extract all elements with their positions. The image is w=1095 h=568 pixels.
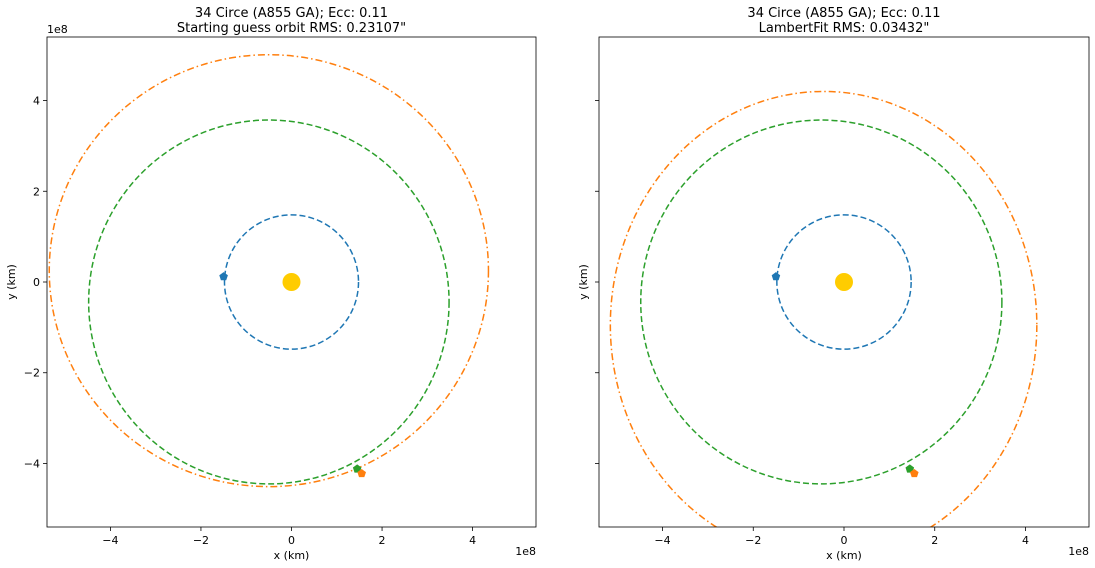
chart-title: 34 Circe (A855 GA); Ecc: 0.11 [195, 6, 388, 21]
orbit-line-3 [609, 90, 1038, 527]
y-offset-label: 1e8 [47, 23, 68, 36]
x-tick-label: −4 [654, 534, 670, 547]
y-tick-label: 2 [33, 185, 40, 198]
x-tick-label: 4 [1022, 534, 1029, 547]
y-tick-label: 4 [33, 95, 40, 108]
body-marker-1 [219, 272, 228, 281]
plot-area [48, 53, 490, 488]
x-tick-label: 0 [288, 534, 295, 547]
sun-marker [282, 273, 301, 291]
y-tick-label: −2 [24, 367, 40, 380]
body-marker-1 [771, 272, 781, 281]
chart-subtitle: Starting guess orbit RMS: 0.23107" [177, 21, 406, 36]
x-offset-label: 1e8 [515, 545, 536, 558]
body-marker-3 [357, 469, 366, 478]
x-axis-label: x (km) [826, 549, 862, 562]
sun-marker [835, 273, 853, 291]
plot-area [609, 90, 1038, 527]
x-offset-label: 1e8 [1068, 545, 1089, 558]
orbit-line-1 [776, 214, 912, 350]
body-marker-3 [910, 469, 919, 478]
orbit-line-3 [48, 53, 490, 488]
x-tick-label: 2 [379, 534, 386, 547]
x-axis-label: x (km) [274, 549, 310, 562]
orbit-line-2 [87, 119, 450, 485]
x-tick-label: 0 [841, 534, 848, 547]
y-axis-label: y (km) [5, 264, 18, 300]
x-tick-label: −2 [193, 534, 209, 547]
chart-subtitle: LambertFit RMS: 0.03432" [759, 21, 930, 36]
x-tick-label: 2 [931, 534, 938, 547]
orbit-line-2 [639, 119, 1003, 485]
x-tick-label: −2 [745, 534, 761, 547]
orbit-line-1 [223, 214, 360, 350]
body-marker-2 [905, 464, 915, 473]
chart-title: 34 Circe (A855 GA); Ecc: 0.11 [747, 6, 940, 21]
body-marker-2 [352, 464, 362, 473]
x-tick-label: −4 [102, 534, 118, 547]
y-tick-label: −4 [24, 457, 40, 470]
y-tick-label: 0 [33, 276, 40, 289]
chart-panel-2: 34 Circe (A855 GA); Ecc: 0.11LambertFit … [577, 6, 1090, 562]
x-tick-label: 4 [469, 534, 476, 547]
y-axis-label: y (km) [577, 264, 590, 300]
